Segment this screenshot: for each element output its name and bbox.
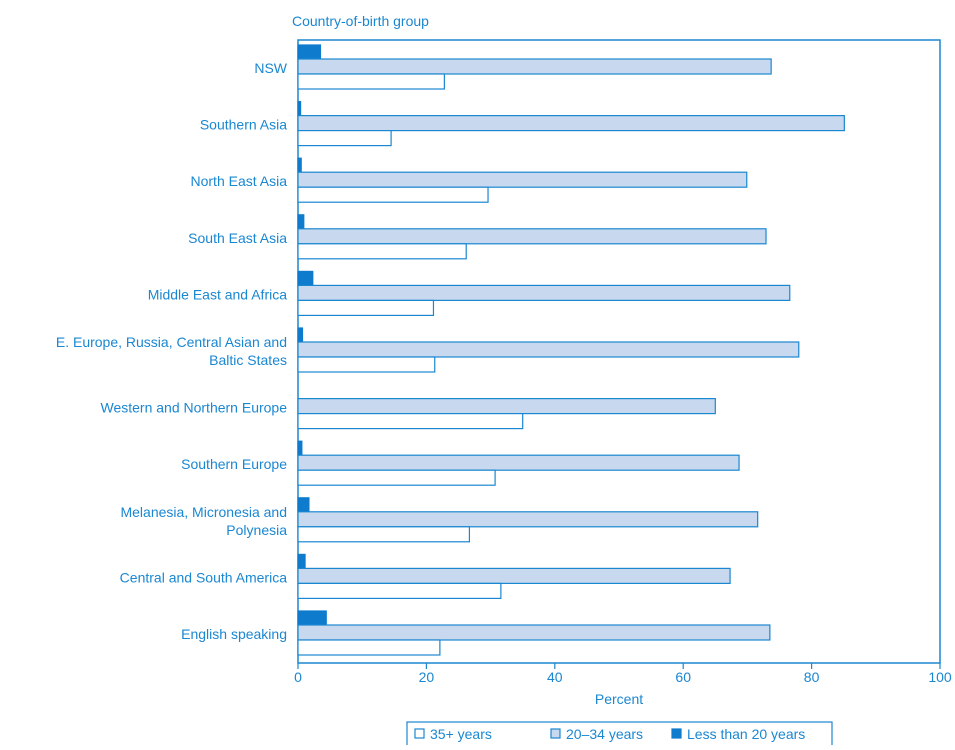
bar-open bbox=[297, 356, 436, 373]
bar-shaded bbox=[297, 398, 716, 415]
bar-shaded bbox=[297, 341, 800, 358]
category-label: English speaking bbox=[181, 626, 287, 642]
category-label: Middle East and Africa bbox=[148, 286, 288, 302]
bar-shaded bbox=[297, 171, 748, 188]
legend-swatch-shaded bbox=[550, 728, 561, 739]
bar-shaded bbox=[297, 58, 772, 75]
category-group bbox=[297, 44, 772, 90]
legend-swatch-open bbox=[414, 728, 425, 739]
category-label: E. Europe, Russia, Central Asian and Balt… bbox=[56, 334, 287, 368]
bar-shaded bbox=[297, 511, 759, 528]
category-label: Southern Asia bbox=[200, 117, 287, 133]
category-label: Melanesia, Micronesia and Polynesia bbox=[120, 504, 287, 538]
bar-shaded bbox=[297, 284, 791, 301]
category-label: Western and Northern Europe bbox=[100, 400, 287, 416]
category-group bbox=[297, 398, 716, 430]
category-group bbox=[297, 497, 759, 543]
category-group bbox=[297, 214, 767, 260]
x-axis-title: Percent bbox=[595, 691, 643, 707]
bar-solid bbox=[297, 440, 303, 456]
category-label: Southern Europe bbox=[181, 456, 287, 472]
category-group bbox=[297, 327, 800, 373]
category-group bbox=[297, 553, 731, 600]
bar-shaded bbox=[297, 454, 740, 471]
legend: 35+ years 20–34 years Less than 20 years bbox=[406, 721, 833, 747]
bar-solid bbox=[297, 327, 304, 343]
bar-solid bbox=[297, 497, 310, 513]
x-tick-label: 20 bbox=[419, 669, 435, 685]
x-tick-label: 40 bbox=[547, 669, 563, 685]
legend-label: 20–34 years bbox=[566, 726, 643, 742]
legend-label: 35+ years bbox=[430, 726, 492, 742]
x-axis-ticks: 0 20 40 60 80 100 bbox=[294, 663, 952, 685]
bar-open bbox=[297, 243, 467, 260]
bar-open bbox=[297, 299, 435, 316]
bar-solid bbox=[297, 100, 302, 117]
bar-solid bbox=[297, 553, 306, 570]
category-label: North East Asia bbox=[191, 173, 288, 189]
bar-solid bbox=[297, 610, 327, 626]
bar-open bbox=[297, 130, 392, 147]
category-group bbox=[297, 100, 845, 147]
bars-layer bbox=[297, 44, 845, 656]
bar-solid bbox=[297, 214, 305, 230]
category-group bbox=[297, 610, 771, 656]
x-tick-label: 100 bbox=[928, 669, 952, 685]
bar-open bbox=[297, 526, 471, 543]
bar-shaded bbox=[297, 228, 767, 245]
bar-solid bbox=[297, 44, 322, 60]
x-tick-label: 60 bbox=[675, 669, 691, 685]
category-label: Central and South America bbox=[120, 569, 288, 585]
bar-shaded bbox=[297, 114, 845, 132]
category-labels: NSW Southern Asia North East Asia South Eas… bbox=[56, 60, 288, 642]
bar-solid bbox=[297, 157, 302, 173]
bar-solid bbox=[297, 270, 314, 286]
bar-open bbox=[297, 413, 524, 430]
x-tick-label: 80 bbox=[804, 669, 820, 685]
category-group bbox=[297, 440, 740, 486]
category-label: NSW bbox=[254, 60, 287, 76]
bar-open bbox=[297, 469, 496, 486]
x-tick-label: 0 bbox=[294, 669, 302, 685]
bar-open bbox=[297, 582, 502, 600]
category-label: South East Asia bbox=[188, 230, 287, 246]
legend-swatch-solid bbox=[671, 728, 682, 739]
y-axis-title: Country-of-birth group bbox=[292, 13, 429, 29]
legend-label: Less than 20 years bbox=[687, 726, 805, 742]
bar-open bbox=[297, 639, 441, 656]
bar-open bbox=[297, 186, 489, 203]
category-group bbox=[297, 157, 748, 203]
legend-frame bbox=[406, 721, 833, 747]
category-group bbox=[297, 270, 791, 316]
bar-shaded bbox=[297, 567, 731, 585]
bar-shaded bbox=[297, 624, 771, 641]
bar-open bbox=[297, 73, 445, 90]
